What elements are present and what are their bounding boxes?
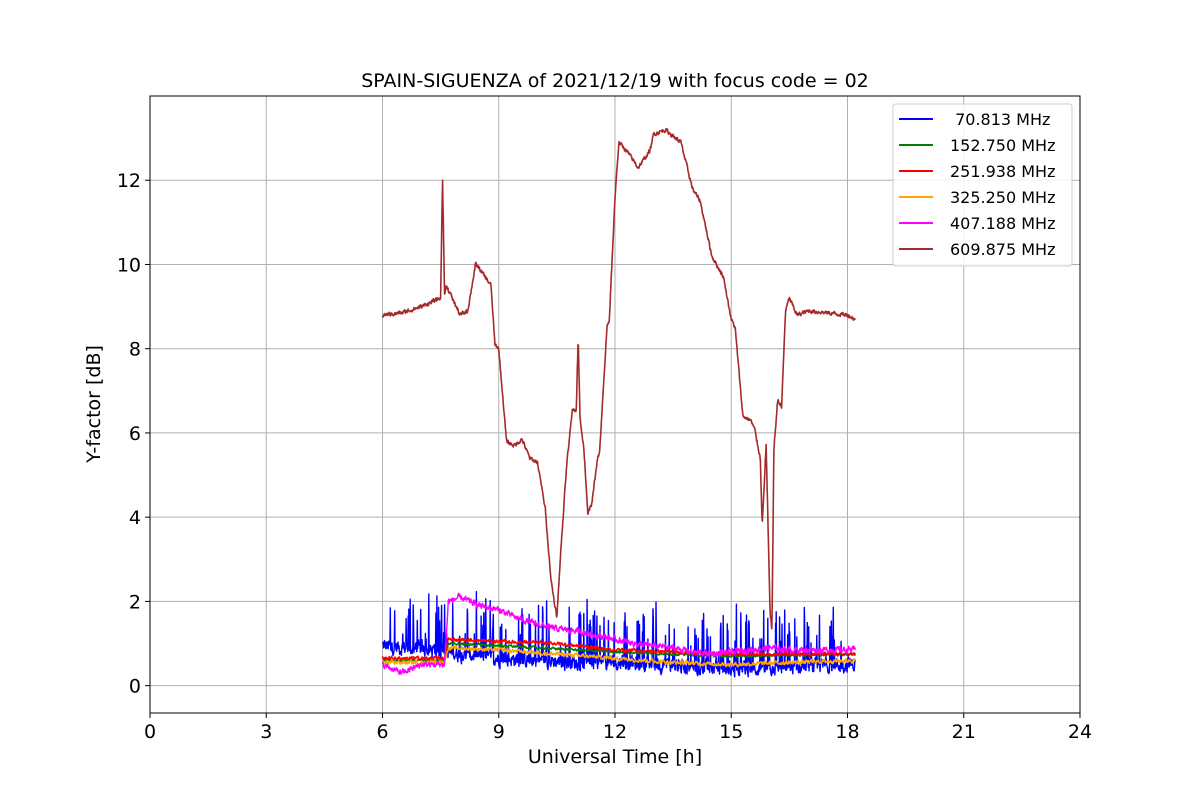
legend: 70.813 MHz 152.750 MHz 251.938 MHz 325.250 … [892,103,1073,267]
series-line [381,590,856,678]
chart-title: SPAIN-SIGUENZA of 2021/12/19 with focus … [361,70,869,92]
y-tick-label: 2 [129,591,141,613]
x-axis-label: Universal Time [h] [528,746,702,768]
series-line [381,592,856,675]
legend-box [892,103,1073,267]
legend-label: 325.250 MHz [950,188,1055,207]
x-tick-label: 3 [260,721,272,743]
x-tick-label: 15 [719,721,743,743]
grid [149,96,1081,713]
y-tick-label: 8 [129,339,141,361]
x-tick-label: 18 [835,721,859,743]
series-line [381,644,856,668]
x-tick-label: 12 [603,721,627,743]
y-tick-label: 4 [129,507,141,529]
y-tick-label: 6 [129,423,141,445]
x-tick-label: 6 [376,721,388,743]
series-line [381,637,856,661]
y-tick-label: 0 [129,676,141,698]
x-tick-label: 9 [493,721,505,743]
y-tick-label: 12 [117,170,141,192]
y-axis-label: Y-factor [dB] [83,345,105,464]
x-tick-label: 21 [952,721,976,743]
series-layer [381,127,856,678]
y-axis: 0 2 4 6 8 10 12 [117,170,150,698]
y-tick-label: 10 [117,254,141,276]
legend-label: 70.813 MHz [950,110,1050,129]
legend-label: 609.875 MHz [950,240,1055,259]
legend-label: 407.188 MHz [950,214,1055,233]
x-axis: 0 3 6 9 12 15 18 21 24 [144,713,1092,743]
x-tick-label: 24 [1068,721,1092,743]
x-tick-label: 0 [144,721,156,743]
legend-label: 251.938 MHz [950,162,1055,181]
series-line [381,127,856,630]
legend-label: 152.750 MHz [950,136,1055,155]
